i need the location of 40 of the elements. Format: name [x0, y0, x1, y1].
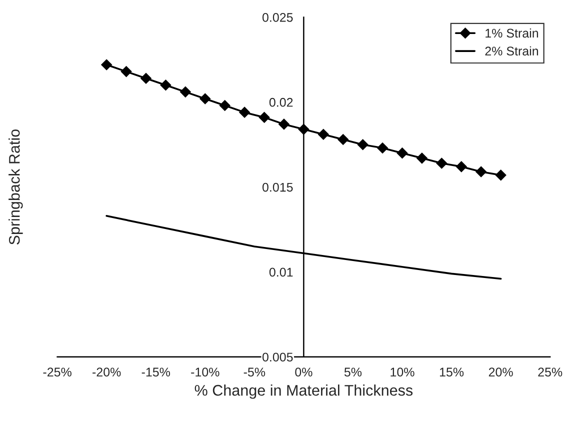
point	[160, 80, 172, 91]
x-tick-label: 20%	[488, 368, 513, 376]
point	[219, 100, 230, 111]
point	[357, 139, 368, 150]
point	[338, 134, 349, 145]
point	[377, 142, 388, 154]
point	[396, 148, 408, 159]
y-tick-label: 0.005	[262, 352, 293, 362]
point	[180, 86, 191, 98]
point	[495, 170, 506, 181]
legend-label: 2% Strain	[485, 46, 538, 56]
point	[456, 161, 467, 172]
x-tick-label: -5%	[244, 368, 266, 376]
point	[101, 59, 112, 70]
x-tick-label: 25%	[538, 368, 562, 376]
point	[200, 93, 211, 104]
y-tick-label: 0.025	[262, 13, 293, 22]
x-tick-label: 15%	[440, 368, 464, 376]
point	[239, 106, 250, 118]
x-tick-label: -15%	[142, 368, 170, 376]
x-tick-label: -25%	[43, 368, 72, 376]
x-axis-title: % Change in Material Thickness	[194, 384, 413, 399]
point	[476, 166, 487, 178]
point	[278, 118, 290, 130]
x-tick-label: -10%	[191, 368, 220, 376]
x-tick-label: 10%	[390, 368, 414, 376]
point	[120, 66, 132, 77]
legend-label: 1% Strain	[486, 28, 538, 38]
x-tick-label: 0%	[295, 368, 312, 376]
y-tick-label: 0.01	[269, 268, 293, 277]
x-tick-label: -20%	[92, 368, 121, 376]
point	[140, 72, 152, 84]
x-tick-label: 5%	[344, 368, 362, 376]
y-tick-label: 0.02	[269, 98, 293, 107]
point	[318, 128, 329, 140]
point	[416, 152, 428, 164]
point	[436, 158, 448, 169]
point	[258, 112, 270, 123]
y-axis-title: Springback Ratio	[8, 130, 23, 245]
y-tick-label: 0.015	[262, 182, 293, 192]
